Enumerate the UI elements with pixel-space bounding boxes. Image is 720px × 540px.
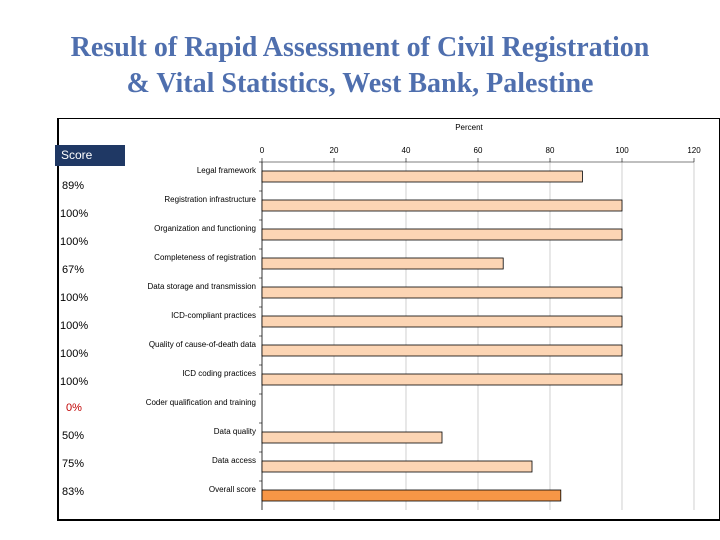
x-tick-label: 100	[615, 146, 629, 155]
category-label: ICD coding practices	[182, 369, 256, 378]
title-line-1: Result of Rapid Assessment of Civil Regi…	[70, 32, 650, 63]
score-value: 67%	[62, 264, 85, 276]
category-label: Data access	[212, 456, 256, 465]
score-value: 100%	[60, 236, 89, 248]
category-label: Data storage and transmission	[148, 282, 257, 291]
category-label: Data quality	[214, 427, 256, 436]
bars	[261, 170, 623, 502]
bar	[261, 373, 623, 386]
gridlines	[333, 162, 695, 510]
category-label: Overall score	[209, 485, 257, 494]
chart-title: Percent	[455, 123, 483, 132]
bar	[261, 460, 533, 473]
x-tick-label: 80	[546, 146, 555, 155]
x-tick-label: 60	[474, 146, 483, 155]
category-label: ICD-compliant practices	[171, 311, 256, 320]
x-tick-label: 40	[402, 146, 411, 155]
category-label: Quality of cause-of-death data	[149, 340, 257, 349]
x-tick-label: 0	[260, 146, 265, 155]
score-value: 75%	[62, 458, 85, 470]
bar	[261, 228, 623, 241]
axis: 0 20 40 60 80 100 120	[259, 146, 701, 510]
score-value: 0%	[66, 402, 82, 414]
bar	[261, 170, 583, 183]
title-line-2: & Vital Statistics, West Bank, Palestine	[126, 68, 594, 99]
bar	[261, 286, 623, 299]
category-label: Completeness of registration	[154, 253, 256, 262]
bar	[261, 257, 504, 270]
bar	[261, 199, 623, 212]
slide-title: Result of Rapid Assessment of Civil Regi…	[0, 30, 720, 102]
category-label: Organization and functioning	[154, 224, 256, 233]
bar	[261, 431, 443, 444]
score-value: 83%	[62, 486, 85, 498]
score-value: 100%	[60, 320, 89, 332]
score-value: 50%	[62, 430, 85, 442]
category-label: Registration infrastructure	[164, 195, 256, 204]
bar	[261, 344, 623, 357]
category-label: Coder qualification and training	[146, 398, 256, 407]
category-label: Legal framework	[197, 166, 257, 175]
category-labels: Legal framework Registration infrastructu…	[146, 166, 257, 494]
bar	[261, 489, 562, 502]
score-value: 100%	[60, 292, 89, 304]
bar	[261, 315, 623, 328]
score-value: 89%	[62, 180, 85, 192]
score-value: 100%	[60, 376, 89, 388]
score-value: 100%	[60, 348, 89, 360]
x-tick-label: 20	[330, 146, 339, 155]
score-value: 100%	[60, 208, 89, 220]
score-column-header: Score	[55, 145, 125, 166]
x-tick-label: 120	[687, 146, 701, 155]
